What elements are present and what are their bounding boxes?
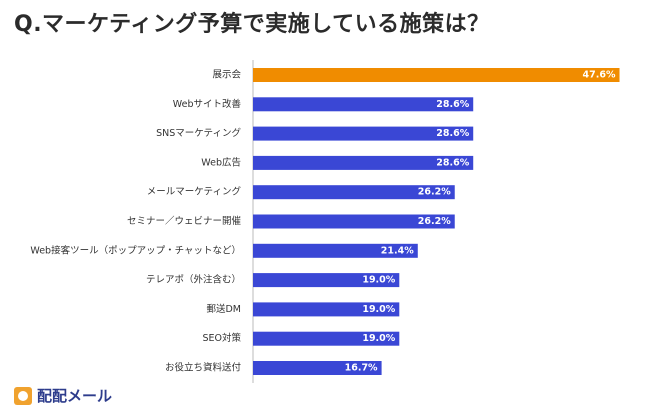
category-label: セミナー／ウェビナー開催 xyxy=(127,215,242,227)
value-label: 19.0% xyxy=(362,275,395,286)
bar xyxy=(253,331,400,346)
bar xyxy=(253,361,382,375)
bar xyxy=(253,97,474,112)
brand-name: 配配メール xyxy=(37,387,113,405)
category-label: メールマーケティング xyxy=(147,186,242,198)
page-title: Q.マーケティング予算で実施している施策は？ xyxy=(14,12,490,37)
bar xyxy=(253,273,400,288)
category-label: SEO対策 xyxy=(202,332,241,344)
bar xyxy=(253,243,418,258)
bar xyxy=(253,214,455,229)
bar xyxy=(253,126,474,141)
value-label: 28.6% xyxy=(436,128,469,139)
category-label: テレアポ（外注含む） xyxy=(146,274,241,286)
category-label: お役立ち資料送付 xyxy=(165,362,242,374)
value-label: 21.4% xyxy=(381,245,414,256)
value-label: 16.7% xyxy=(345,363,378,374)
bar xyxy=(253,155,474,170)
brand-logo: 配配メール xyxy=(14,385,112,406)
value-label: 26.2% xyxy=(418,216,451,227)
value-label: 47.6% xyxy=(583,70,616,81)
value-label: 19.0% xyxy=(362,333,395,344)
category-label: SNSマーケティング xyxy=(156,127,241,139)
value-label: 26.2% xyxy=(418,187,451,198)
bar xyxy=(253,302,400,317)
category-label: Web広告 xyxy=(201,156,241,168)
category-label: Webサイト改善 xyxy=(173,98,242,110)
category-label: 展示会 xyxy=(212,69,241,81)
bar xyxy=(253,185,455,200)
value-label: 19.0% xyxy=(362,304,395,315)
mail-logo-icon xyxy=(14,386,32,405)
category-label: 郵送DM xyxy=(206,303,241,315)
category-label: Web接客ツール（ポップアップ・チャットなど） xyxy=(30,244,241,256)
value-label: 28.6% xyxy=(436,157,469,168)
bar xyxy=(253,68,620,82)
value-label: 28.6% xyxy=(436,99,469,110)
